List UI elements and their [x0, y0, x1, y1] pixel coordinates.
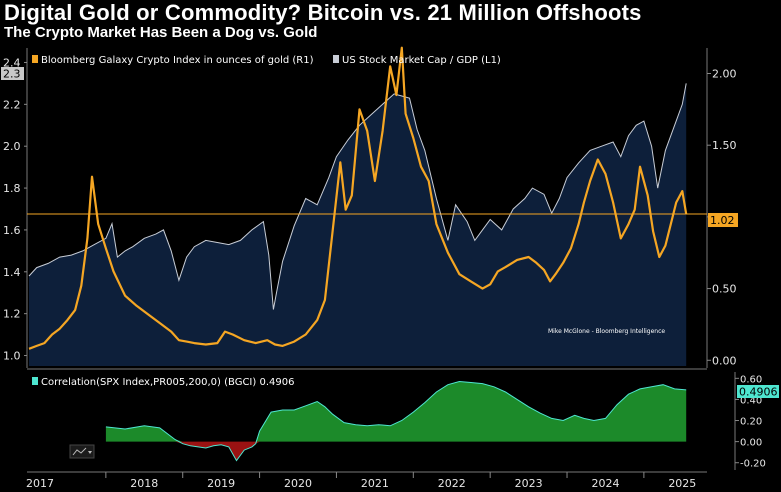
gdp-legend-label: US Stock Market Cap / GDP (L1): [342, 55, 501, 66]
left-axis-ticks: 1.0 1.2 1.4 1.6 1.8 2.0 2.2 2.4: [3, 56, 27, 363]
x-tick-label: 2021: [361, 477, 389, 490]
chart-subtitle: The Crypto Market Has Been a Dog vs. Gol…: [4, 24, 318, 41]
x-tick-label: 2018: [130, 477, 158, 490]
gold-legend-label: Bloomberg Galaxy Crypto Index in ounces …: [41, 55, 314, 66]
credit-note: Mike McGlone - Bloomberg Intelligence: [548, 328, 665, 335]
lower-tick-label: 0.40: [740, 395, 762, 406]
chart-title: Digital Gold or Commodity? Bitcoin vs. 2…: [4, 0, 642, 25]
x-tick-label: 2025: [668, 477, 696, 490]
left-tick-label: 1.4: [3, 266, 21, 279]
left-tick-label: 1.6: [3, 224, 21, 237]
correlation-negative-area: [105, 441, 687, 461]
right-tick-label: 1.50: [712, 139, 737, 152]
left-tick-label: 1.8: [3, 182, 21, 195]
reference-badge: 1.02: [710, 214, 735, 227]
corr-legend-label: Correlation(SPX Index,PR005,200,0) (BGCI…: [41, 377, 294, 388]
x-tick-label: 2023: [515, 477, 543, 490]
lower-axis-ticks: -0.20 0.00 0.20 0.40 0.60: [735, 374, 766, 470]
x-tick-label: 2020: [284, 477, 312, 490]
lower-tick-label: -0.20: [740, 459, 766, 470]
x-tick-label: 2017: [26, 477, 54, 490]
left-tick-label: 2.2: [3, 98, 21, 111]
left-tick-label: 1.2: [3, 308, 21, 321]
chart-type-icon[interactable]: [69, 444, 95, 459]
x-tick-label: 2022: [438, 477, 466, 490]
gold-series-line: [28, 46, 688, 350]
correlation-positive-area: [105, 381, 687, 442]
x-axis-labels: 2017 2018 2019 2020 2021 2022 2023 2024 2025: [26, 472, 696, 490]
corr-legend-swatch: [32, 377, 38, 385]
lower-tick-label: 0.00: [740, 438, 762, 449]
x-tick-label: 2024: [591, 477, 619, 490]
corr-last-badge: 0.4906: [739, 386, 778, 399]
x-tick-label: 2019: [207, 477, 235, 490]
left-last-badge: 2.3: [3, 68, 21, 81]
left-tick-label: 2.4: [3, 56, 21, 69]
lower-tick-label: 0.60: [740, 374, 762, 385]
reference-badge-box: [708, 213, 738, 227]
left-last-badge-box: [1, 67, 24, 80]
left-tick-label: 2.0: [3, 140, 21, 153]
gdp-series-line: [28, 83, 687, 310]
right-tick-label: 0.00: [712, 354, 737, 367]
right-tick-label: 0.50: [712, 283, 737, 296]
correlation-line: [105, 380, 687, 462]
gold-legend-swatch: [32, 55, 38, 63]
gdp-legend-swatch: [333, 55, 339, 63]
gdp-area-fill: [29, 83, 687, 367]
right-tick-label: 2.00: [712, 68, 737, 81]
lower-tick-label: 0.20: [740, 417, 762, 428]
corr-last-badge-box: [737, 385, 779, 398]
left-tick-label: 1.0: [3, 350, 21, 363]
